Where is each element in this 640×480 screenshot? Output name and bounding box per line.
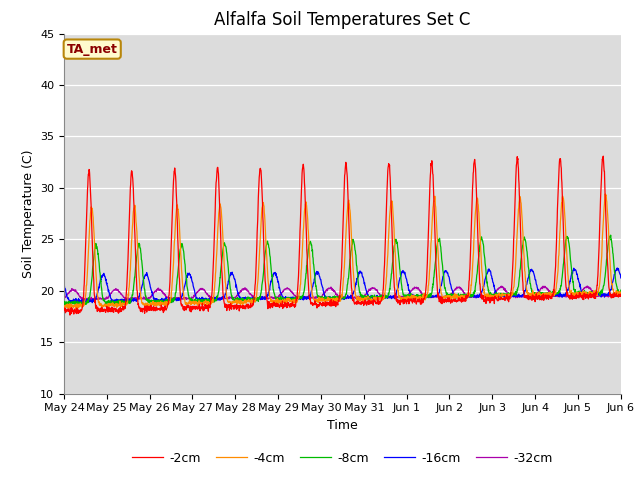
-8cm xyxy=(617,288,625,293)
-8cm xyxy=(63,304,70,310)
-2cm xyxy=(226,306,234,312)
-8cm xyxy=(351,247,359,253)
-16cm xyxy=(60,282,68,288)
-2cm xyxy=(536,297,543,302)
-4cm xyxy=(536,294,543,300)
-4cm xyxy=(104,306,111,312)
-2cm xyxy=(617,293,625,299)
-4cm xyxy=(612,288,620,293)
-32cm xyxy=(226,295,234,300)
Line: -16cm: -16cm xyxy=(64,268,621,303)
Line: -2cm: -2cm xyxy=(64,156,621,315)
-2cm xyxy=(66,312,74,318)
-32cm xyxy=(617,293,625,299)
-2cm xyxy=(235,304,243,310)
-32cm xyxy=(351,295,359,301)
Y-axis label: Soil Temperature (C): Soil Temperature (C) xyxy=(22,149,35,278)
-8cm xyxy=(226,284,234,289)
-2cm xyxy=(243,302,250,308)
-16cm xyxy=(617,275,625,281)
-16cm xyxy=(235,293,243,299)
Title: Alfalfa Soil Temperatures Set C: Alfalfa Soil Temperatures Set C xyxy=(214,11,470,29)
Line: -32cm: -32cm xyxy=(64,286,621,300)
-2cm xyxy=(612,290,620,296)
-4cm xyxy=(617,292,625,298)
-2cm xyxy=(60,306,68,312)
Line: -8cm: -8cm xyxy=(64,235,621,307)
-4cm xyxy=(351,288,359,294)
-2cm xyxy=(600,153,607,159)
-32cm xyxy=(235,290,243,296)
-8cm xyxy=(243,296,250,302)
-4cm xyxy=(60,304,68,310)
-32cm xyxy=(536,288,543,294)
-8cm xyxy=(536,291,543,297)
Legend: -2cm, -4cm, -8cm, -16cm, -32cm: -2cm, -4cm, -8cm, -16cm, -32cm xyxy=(127,447,558,469)
-2cm xyxy=(351,300,359,306)
-16cm xyxy=(351,285,359,290)
-16cm xyxy=(88,300,96,306)
-32cm xyxy=(86,297,94,303)
-16cm xyxy=(226,272,234,278)
Line: -4cm: -4cm xyxy=(64,194,621,309)
-16cm xyxy=(612,267,620,273)
-8cm xyxy=(607,232,614,238)
-16cm xyxy=(613,265,621,271)
-32cm xyxy=(60,294,68,300)
-4cm xyxy=(602,191,609,197)
-8cm xyxy=(60,301,68,307)
-16cm xyxy=(243,295,250,301)
-16cm xyxy=(536,290,543,296)
-32cm xyxy=(584,283,591,289)
-4cm xyxy=(235,300,243,306)
Text: TA_met: TA_met xyxy=(67,43,118,56)
-32cm xyxy=(612,292,620,298)
X-axis label: Time: Time xyxy=(327,419,358,432)
-4cm xyxy=(226,299,234,305)
-32cm xyxy=(243,287,250,293)
-4cm xyxy=(243,300,250,306)
-8cm xyxy=(235,298,243,303)
-8cm xyxy=(612,281,620,287)
